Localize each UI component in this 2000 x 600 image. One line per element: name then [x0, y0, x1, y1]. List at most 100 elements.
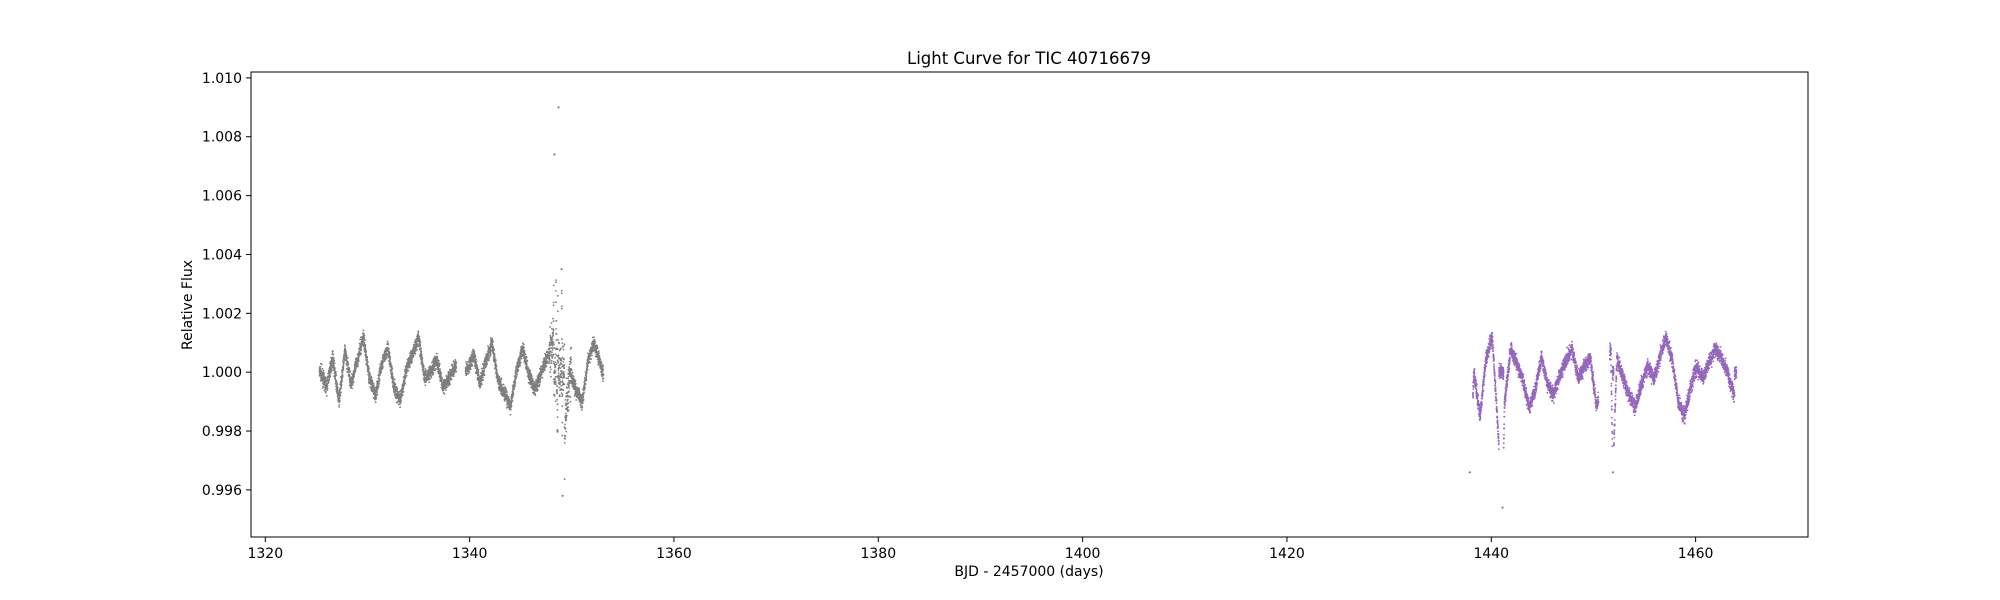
data-point [600, 362, 603, 365]
data-point [501, 384, 503, 387]
data-point [469, 368, 472, 370]
data-point [551, 349, 554, 351]
data-point [553, 153, 556, 156]
data-point [1473, 368, 1476, 371]
data-point [556, 385, 558, 388]
data-point [561, 494, 564, 497]
data-point [549, 360, 551, 363]
data-point [359, 338, 361, 341]
data-point [370, 376, 373, 379]
data-point [564, 427, 567, 430]
data-point [1493, 365, 1496, 368]
data-point [438, 365, 441, 368]
data-point [563, 364, 566, 367]
data-point [329, 374, 331, 376]
data-point [368, 367, 371, 370]
data-point [1486, 358, 1488, 361]
data-point [585, 379, 588, 382]
data-point [340, 387, 342, 390]
data-point [561, 434, 564, 437]
data-point [477, 368, 480, 371]
data-point [554, 383, 557, 386]
data-point [357, 356, 360, 359]
data-point [514, 385, 516, 388]
data-point [430, 376, 433, 378]
data-point [323, 389, 326, 392]
data-point [1498, 362, 1501, 365]
data-point [519, 359, 521, 361]
data-point [358, 342, 361, 345]
data-point [493, 349, 495, 352]
data-point [556, 392, 559, 395]
data-point [362, 329, 365, 332]
data-point [405, 374, 408, 377]
data-point [1498, 377, 1501, 380]
data-point [455, 370, 458, 373]
data-point [530, 375, 533, 377]
data-point [418, 339, 421, 341]
data-point [516, 373, 518, 376]
data-point [553, 372, 556, 375]
data-point [568, 387, 570, 389]
data-point [551, 344, 554, 347]
data-point [367, 365, 370, 368]
data-point [344, 345, 346, 347]
data-point [326, 382, 328, 385]
data-point [552, 361, 555, 363]
data-point [556, 398, 558, 401]
data-point [365, 350, 367, 353]
data-point [379, 373, 381, 376]
data-point [331, 356, 334, 359]
data-point [343, 350, 347, 353]
data-point [525, 356, 528, 359]
data-point [539, 377, 542, 380]
data-point [449, 383, 452, 386]
data-point [560, 392, 563, 394]
data-point [338, 406, 340, 408]
data-point [337, 400, 340, 403]
data-point [477, 371, 480, 373]
data-point [556, 403, 559, 405]
data-point [376, 393, 379, 396]
data-point [350, 372, 353, 375]
data-point [1497, 432, 1500, 435]
data-point [549, 326, 551, 328]
data-point [1481, 394, 1484, 396]
data-point [376, 388, 379, 391]
data-point [476, 364, 479, 367]
data-point [402, 388, 404, 391]
data-point [369, 386, 372, 388]
data-point [556, 348, 559, 351]
data-point [351, 384, 354, 386]
data-point [548, 362, 551, 365]
data-point [429, 371, 432, 374]
data-point [511, 400, 514, 402]
data-point [1496, 407, 1498, 410]
data-point [334, 370, 337, 373]
data-point [373, 384, 375, 387]
data-point [471, 364, 474, 367]
data-point [574, 379, 577, 382]
data-point [602, 380, 604, 383]
data-point [362, 335, 365, 338]
data-point [526, 363, 528, 365]
data-point [333, 362, 336, 364]
data-point [376, 391, 378, 394]
data-point [585, 370, 588, 373]
data-point [353, 375, 356, 377]
data-point [568, 363, 571, 366]
data-point [556, 390, 558, 393]
data-point [567, 409, 570, 412]
data-point [329, 376, 332, 378]
data-point [438, 359, 440, 362]
data-point [563, 358, 565, 360]
data-point [536, 388, 539, 391]
data-point [580, 400, 584, 403]
data-point [1481, 403, 1483, 405]
data-point [1475, 390, 1478, 393]
data-point [488, 356, 491, 359]
data-point [358, 355, 361, 357]
data-point [428, 381, 430, 383]
data-point [482, 376, 484, 379]
data-point [1494, 381, 1497, 383]
